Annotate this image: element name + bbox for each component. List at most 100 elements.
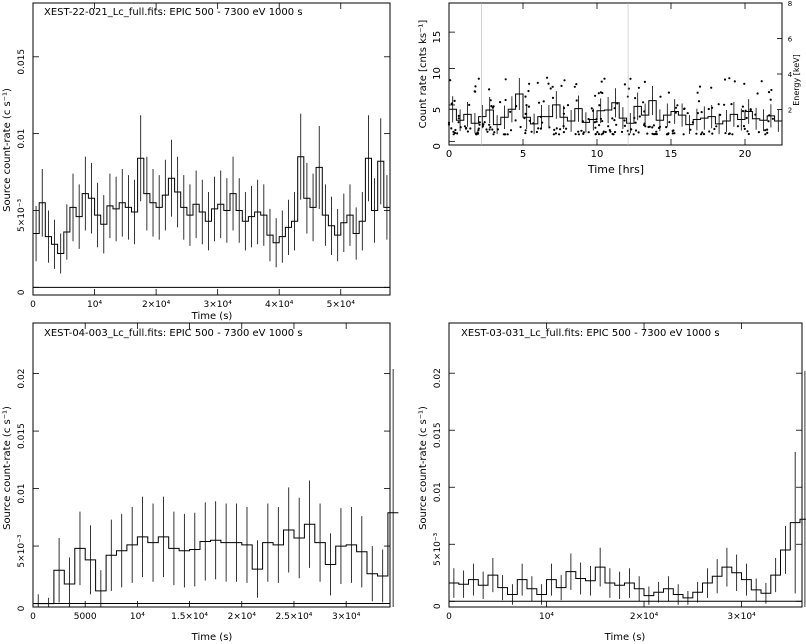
- x-tick-label: 20: [739, 149, 752, 160]
- photon-dot: [600, 133, 603, 136]
- photon-dot: [602, 130, 605, 133]
- photon-dot: [477, 77, 480, 80]
- photon-dot: [539, 127, 543, 130]
- photon-dot: [647, 125, 650, 129]
- photon-dot: [562, 107, 566, 110]
- x-tick-label: 3×10⁴: [727, 612, 756, 622]
- x-tick-label: 0: [446, 612, 452, 622]
- panel-bottom-left: XEST-04-003_Lc_full.fits: EPIC 500 - 730…: [2, 322, 399, 643]
- y2-axis-label: Energy [keV]: [792, 54, 801, 106]
- photon-dot: [562, 131, 566, 134]
- y-tick-label: 0.015: [433, 422, 443, 448]
- photon-dot: [764, 129, 767, 132]
- photon-dot: [743, 127, 746, 130]
- photon-dot: [524, 129, 527, 132]
- y-tick-label: 0.02: [433, 368, 443, 388]
- photon-dot: [454, 128, 457, 132]
- photon-dot: [581, 120, 585, 123]
- photon-dot: [548, 126, 551, 129]
- photon-dot: [764, 133, 767, 136]
- x-tick-label: 5: [520, 149, 526, 160]
- photon-dot: [736, 125, 740, 128]
- photon-dot: [456, 132, 459, 135]
- photon-dot: [719, 113, 722, 116]
- photon-dot: [733, 80, 736, 83]
- photon-dot: [478, 123, 481, 126]
- photon-dot: [723, 78, 727, 81]
- photon-dot: [473, 90, 476, 93]
- photon-dot: [457, 121, 460, 124]
- photon-dot: [672, 129, 675, 132]
- photon-dot: [607, 125, 610, 128]
- photon-dot: [447, 121, 451, 124]
- photon-dot: [747, 132, 750, 136]
- photon-dot: [530, 130, 533, 133]
- photon-dot: [634, 121, 637, 124]
- photon-dot: [575, 83, 578, 86]
- photon-dot: [766, 128, 769, 131]
- photon-dot: [634, 129, 638, 132]
- photon-dot: [613, 107, 616, 110]
- photon-dot: [637, 131, 640, 134]
- photon-dot: [481, 125, 484, 128]
- photon-dot: [496, 128, 500, 131]
- y-axis-label: Source count-rate (c s⁻¹): [2, 88, 13, 212]
- y2-tick-label: 6: [788, 36, 793, 44]
- x-tick-label: 3×10⁴: [332, 612, 361, 622]
- photon-dot: [676, 104, 679, 107]
- photon-dot: [504, 78, 507, 81]
- photon-dot: [665, 133, 669, 136]
- photon-dot: [665, 126, 668, 129]
- photon-dot: [524, 95, 527, 98]
- photon-dot: [519, 125, 522, 129]
- photon-dot: [743, 82, 746, 85]
- photon-dot: [464, 127, 468, 130]
- photon-dot: [600, 80, 603, 83]
- photon-dot: [523, 117, 526, 120]
- photon-dot: [652, 124, 656, 127]
- photon-dot: [637, 86, 641, 89]
- y-tick-label: 5×10⁻³: [17, 199, 27, 232]
- y-tick-label: 0: [17, 605, 27, 611]
- y-tick-label: 5: [432, 107, 443, 113]
- photon-dot: [658, 125, 662, 128]
- photon-dot: [745, 116, 748, 120]
- panel-top-right: Time [hrs] Count rate [cnts ks⁻¹] Energy…: [418, 0, 801, 176]
- photon-dot: [768, 114, 771, 117]
- x-tick-label: 10⁴: [130, 612, 145, 622]
- panel-bottom-right: XEST-03-031_Lc_full.fits: EPIC 500 - 730…: [418, 322, 806, 643]
- photon-dot: [457, 117, 460, 120]
- photon-dot: [492, 133, 495, 136]
- photon-dot: [702, 133, 706, 136]
- photon-dot: [577, 130, 580, 133]
- photon-dot: [695, 132, 698, 135]
- photon-dot: [486, 130, 489, 133]
- photon-dot: [597, 92, 600, 95]
- x-axis-label: Time (s): [604, 632, 646, 643]
- photon-dot: [562, 125, 565, 128]
- photon-dot: [713, 127, 716, 131]
- photon-dot: [741, 110, 745, 113]
- plot-frame: [448, 2, 783, 146]
- photon-dot: [528, 119, 531, 122]
- y-axis-label: Source count-rate (c s⁻¹): [2, 406, 13, 530]
- photon-dot: [587, 131, 590, 134]
- photon-dot: [491, 106, 494, 109]
- photon-dot: [715, 125, 718, 128]
- y-tick-label: 5×10⁻³: [17, 534, 27, 567]
- photon-dot: [632, 133, 635, 136]
- photon-dot: [613, 130, 617, 134]
- photon-dot: [671, 132, 674, 135]
- plot-frame: [32, 2, 391, 296]
- photon-dot: [447, 123, 451, 126]
- photon-dot: [524, 112, 527, 115]
- photon-dot: [558, 133, 561, 136]
- y-tick-label: 0.01: [17, 129, 27, 149]
- plot-frame: [32, 322, 391, 608]
- photon-dot: [643, 122, 646, 125]
- photon-dot: [488, 88, 491, 91]
- y-tick-label: 0: [433, 603, 443, 609]
- photon-dot: [453, 99, 456, 102]
- photon-dot: [562, 112, 566, 115]
- photon-dot: [620, 130, 624, 133]
